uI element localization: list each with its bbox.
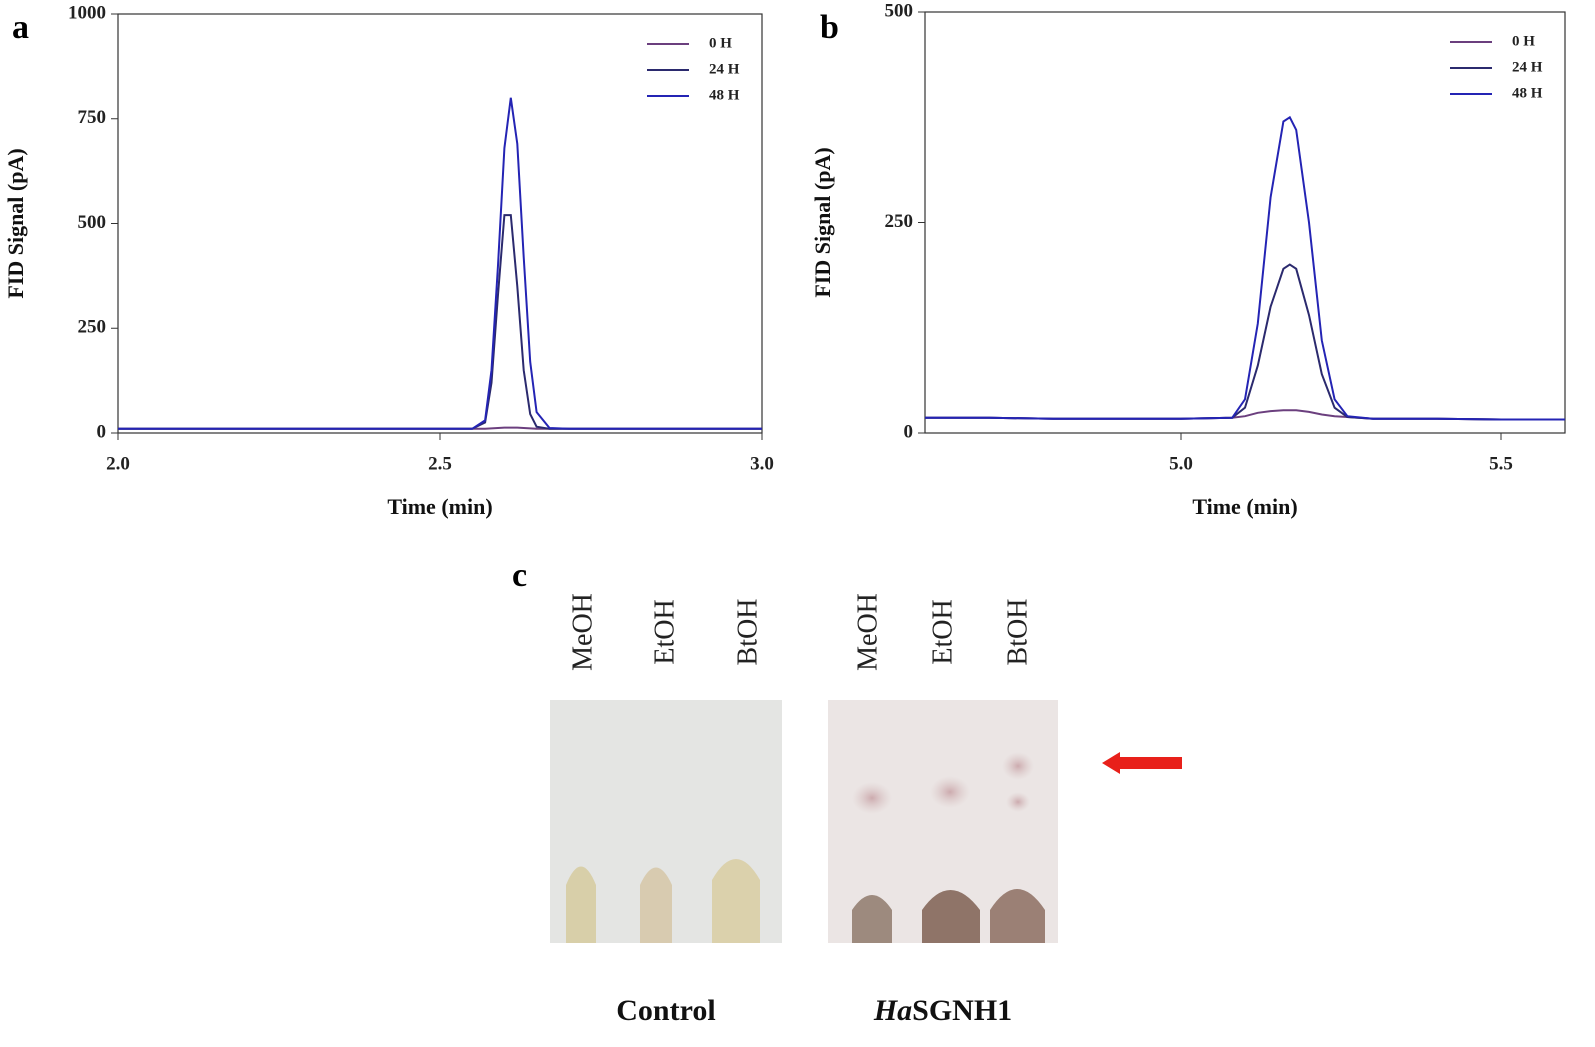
legend-label: 24 H — [1512, 59, 1543, 75]
panel-label: b — [820, 9, 839, 46]
y-tick-label: 1000 — [68, 2, 106, 23]
caption: HaSGNH1 — [873, 994, 1012, 1027]
plot-frame — [117, 13, 763, 434]
lane-label: MeOH — [852, 593, 883, 671]
caption-italic: Ha — [873, 994, 912, 1027]
x-tick-label: 2.0 — [106, 453, 130, 474]
caption-text: Control — [616, 994, 715, 1027]
y-tick-label: 250 — [885, 211, 914, 232]
spot — [930, 776, 970, 808]
y-tick-label: 500 — [78, 212, 107, 233]
series-line — [118, 214, 762, 430]
plot-frame — [924, 11, 1566, 434]
y-tick-label: 250 — [78, 317, 107, 338]
spot — [922, 890, 980, 943]
x-axis-label: Time (min) — [387, 494, 492, 519]
x-tick-label: 5.5 — [1489, 453, 1513, 474]
spot — [852, 782, 892, 814]
x-axis-label: Time (min) — [1192, 494, 1297, 519]
legend-label: 48 H — [709, 87, 740, 103]
y-tick-label: 0 — [904, 421, 914, 442]
series-line — [925, 115, 1565, 421]
caption-text: SGNH1 — [912, 994, 1012, 1027]
arrow — [1102, 752, 1182, 774]
lane-label: BtOH — [1002, 599, 1033, 666]
x-tick-label: 3.0 — [750, 453, 774, 474]
x-tick-label: 5.0 — [1169, 453, 1193, 474]
spot — [1002, 752, 1034, 780]
y-tick-label: 500 — [885, 0, 914, 21]
panel-label: a — [12, 9, 29, 46]
spot — [852, 895, 892, 943]
lane-label: MeOH — [567, 593, 598, 671]
panel-label: c — [512, 557, 527, 594]
legend-label: 48 H — [1512, 85, 1543, 101]
spot — [640, 867, 672, 943]
spot — [990, 889, 1045, 943]
caption: Control — [616, 994, 715, 1027]
spot — [566, 866, 596, 943]
y-tick-label: 750 — [78, 107, 107, 128]
x-tick-label: 2.5 — [428, 453, 452, 474]
tlc-plates — [550, 700, 1182, 943]
y-axis-label: FID Signal (pA) — [810, 147, 835, 297]
lane-label: BtOH — [732, 599, 763, 666]
series-line — [118, 97, 762, 430]
y-tick-label: 0 — [97, 421, 107, 442]
lane-label: EtOH — [927, 599, 958, 664]
y-axis-label: FID Signal (pA) — [3, 148, 28, 298]
spot — [1006, 792, 1030, 812]
legend-label: 0 H — [1512, 33, 1535, 49]
legend-label: 24 H — [709, 61, 740, 77]
spot — [712, 859, 760, 943]
lane-label: EtOH — [649, 599, 680, 664]
legend-label: 0 H — [709, 35, 732, 51]
